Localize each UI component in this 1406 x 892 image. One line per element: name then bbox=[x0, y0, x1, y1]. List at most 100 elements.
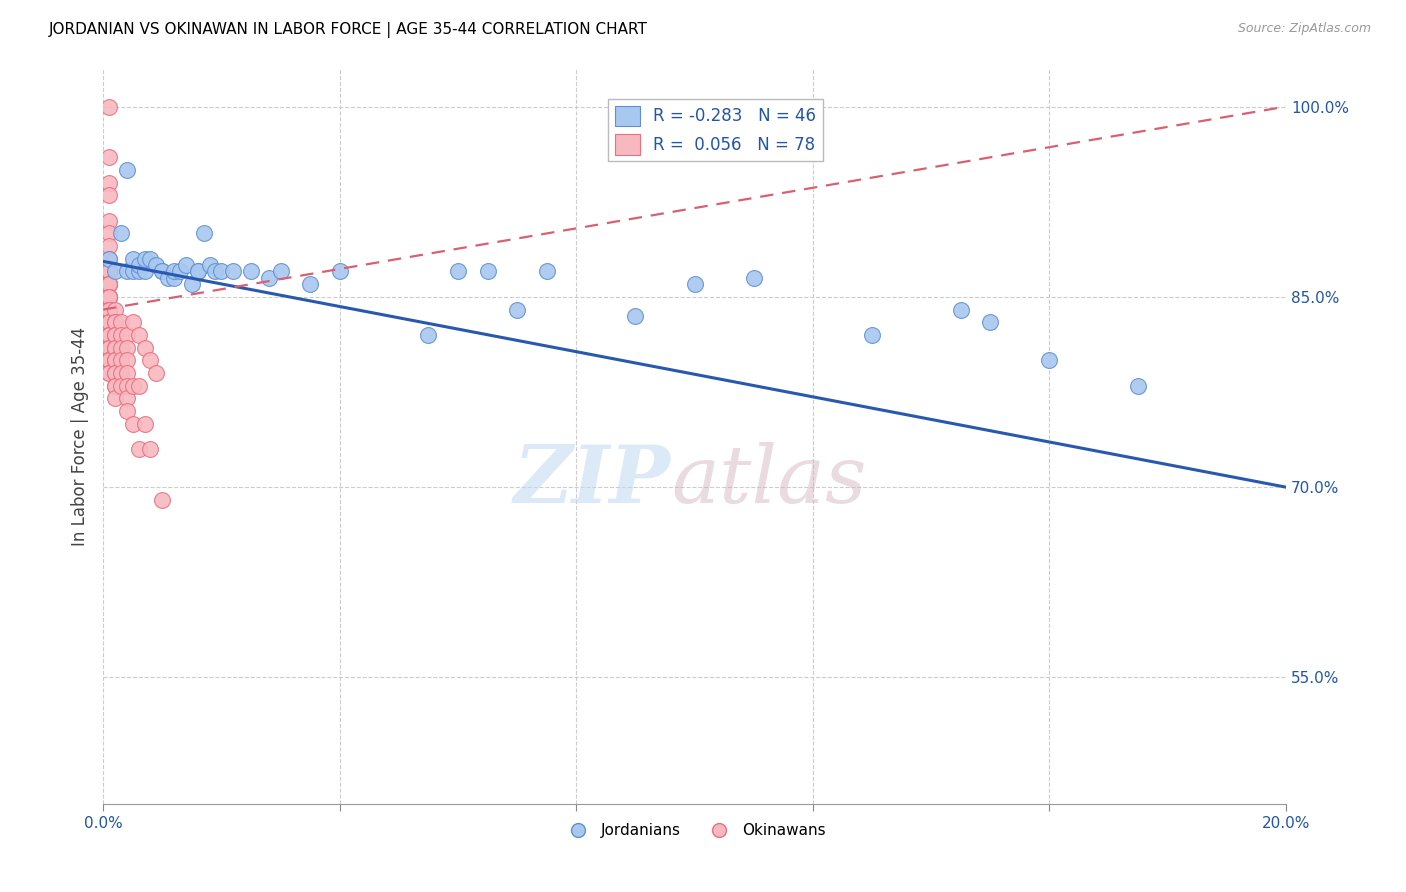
Point bbox=[98, 252, 121, 266]
Point bbox=[1126, 378, 1149, 392]
Point bbox=[299, 277, 322, 292]
Point bbox=[145, 258, 167, 272]
Point bbox=[104, 341, 127, 355]
Point bbox=[418, 327, 440, 342]
Point bbox=[110, 227, 132, 241]
Point bbox=[180, 277, 202, 292]
Point bbox=[115, 341, 138, 355]
Point bbox=[198, 258, 221, 272]
Point bbox=[115, 378, 138, 392]
Point bbox=[121, 378, 143, 392]
Point bbox=[121, 252, 143, 266]
Point bbox=[98, 252, 121, 266]
Point bbox=[145, 366, 167, 380]
Point bbox=[98, 353, 121, 368]
Point bbox=[128, 258, 150, 272]
Point bbox=[98, 341, 121, 355]
Point bbox=[98, 315, 121, 329]
Text: Source: ZipAtlas.com: Source: ZipAtlas.com bbox=[1237, 22, 1371, 36]
Point bbox=[98, 290, 121, 304]
Point bbox=[128, 264, 150, 278]
Point bbox=[98, 302, 121, 317]
Point bbox=[98, 227, 121, 241]
Point bbox=[110, 378, 132, 392]
Point bbox=[115, 366, 138, 380]
Point bbox=[98, 99, 121, 113]
Point bbox=[104, 315, 127, 329]
Point bbox=[98, 327, 121, 342]
Point bbox=[115, 404, 138, 418]
Point bbox=[98, 353, 121, 368]
Point bbox=[98, 302, 121, 317]
Point bbox=[222, 264, 245, 278]
Point bbox=[98, 290, 121, 304]
Point bbox=[98, 341, 121, 355]
Point bbox=[98, 239, 121, 253]
Point bbox=[139, 252, 162, 266]
Point bbox=[134, 417, 156, 431]
Legend: Jordanians, Okinawans: Jordanians, Okinawans bbox=[557, 817, 832, 845]
Point bbox=[115, 163, 138, 178]
Point bbox=[98, 302, 121, 317]
Point bbox=[104, 366, 127, 380]
Point bbox=[98, 290, 121, 304]
Point bbox=[1038, 353, 1060, 368]
Point bbox=[134, 264, 156, 278]
Point bbox=[169, 264, 191, 278]
Point bbox=[979, 315, 1001, 329]
Point bbox=[98, 366, 121, 380]
Point bbox=[139, 442, 162, 456]
Point bbox=[121, 264, 143, 278]
Point bbox=[104, 378, 127, 392]
Point bbox=[110, 341, 132, 355]
Point bbox=[104, 392, 127, 406]
Point bbox=[150, 264, 173, 278]
Point bbox=[742, 270, 765, 285]
Point bbox=[104, 378, 127, 392]
Point bbox=[204, 264, 226, 278]
Point bbox=[98, 277, 121, 292]
Point bbox=[110, 366, 132, 380]
Point bbox=[270, 264, 292, 278]
Y-axis label: In Labor Force | Age 35-44: In Labor Force | Age 35-44 bbox=[72, 326, 89, 546]
Point bbox=[98, 277, 121, 292]
Point bbox=[115, 327, 138, 342]
Point bbox=[536, 264, 558, 278]
Point bbox=[98, 277, 121, 292]
Point bbox=[98, 327, 121, 342]
Point bbox=[98, 290, 121, 304]
Point bbox=[157, 270, 180, 285]
Point bbox=[624, 309, 647, 323]
Point bbox=[104, 264, 127, 278]
Point bbox=[104, 302, 127, 317]
Point bbox=[134, 252, 156, 266]
Point bbox=[110, 353, 132, 368]
Point bbox=[104, 341, 127, 355]
Point bbox=[104, 315, 127, 329]
Point bbox=[121, 315, 143, 329]
Point bbox=[187, 264, 209, 278]
Point bbox=[506, 302, 529, 317]
Point bbox=[98, 213, 121, 227]
Point bbox=[115, 264, 138, 278]
Point bbox=[949, 302, 972, 317]
Point bbox=[98, 264, 121, 278]
Point bbox=[98, 264, 121, 278]
Point bbox=[104, 353, 127, 368]
Point bbox=[98, 277, 121, 292]
Point bbox=[104, 327, 127, 342]
Point bbox=[98, 327, 121, 342]
Point bbox=[240, 264, 263, 278]
Point bbox=[121, 417, 143, 431]
Point bbox=[128, 327, 150, 342]
Point bbox=[110, 315, 132, 329]
Point bbox=[104, 366, 127, 380]
Point bbox=[104, 353, 127, 368]
Point bbox=[257, 270, 280, 285]
Point bbox=[98, 302, 121, 317]
Point bbox=[98, 315, 121, 329]
Point bbox=[98, 353, 121, 368]
Point bbox=[98, 150, 121, 164]
Point bbox=[110, 327, 132, 342]
Point bbox=[98, 341, 121, 355]
